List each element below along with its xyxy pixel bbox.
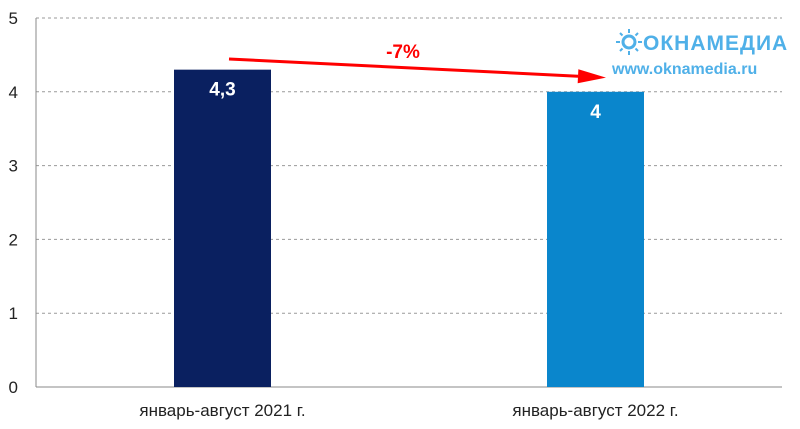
y-tick-label: 0 xyxy=(9,378,18,397)
change-arrow-head xyxy=(577,69,606,84)
bars xyxy=(174,69,644,388)
y-tick-label: 3 xyxy=(9,157,18,176)
watermark-logo: ОКНАМЕДИА www.oknamedia.ru xyxy=(611,29,788,78)
bar-value-label: 4,3 xyxy=(209,80,235,101)
y-tick-label: 5 xyxy=(9,9,18,28)
gridlines xyxy=(36,17,782,314)
watermark-brand: ОКНАМЕДИА xyxy=(643,32,788,55)
data-labels: 4,34 xyxy=(209,80,601,123)
axes xyxy=(35,18,782,388)
category-label: январь-август 2022 г. xyxy=(512,401,678,420)
y-tick-label: 1 xyxy=(9,304,18,323)
change-annotation: -7% xyxy=(228,42,606,84)
category-labels: январь-август 2021 г. январь-август 2022 … xyxy=(139,401,678,420)
bar xyxy=(547,91,644,388)
bar-value-label: 4 xyxy=(590,102,601,123)
category-label: январь-август 2021 г. xyxy=(139,401,305,420)
y-tick-label: 2 xyxy=(9,230,18,249)
change-arrow-line xyxy=(228,57,579,78)
watermark-url: www.oknamedia.ru xyxy=(611,61,757,78)
sun-icon xyxy=(616,29,642,55)
change-percent-label: -7% xyxy=(386,42,420,63)
y-tick-label: 4 xyxy=(9,83,18,102)
y-tick-labels: 0 1 2 3 4 5 xyxy=(9,9,18,397)
bar xyxy=(174,69,271,387)
